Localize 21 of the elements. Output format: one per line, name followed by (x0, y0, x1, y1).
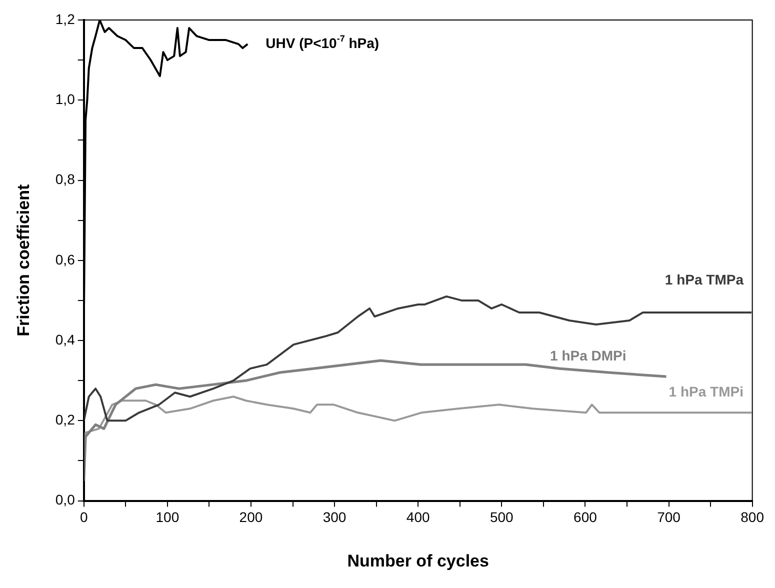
y-tick-label: 0,8 (55, 171, 76, 188)
x-tick-label: 100 (156, 509, 180, 526)
x-tick-label: 500 (490, 509, 514, 526)
x-tick-label: 400 (406, 509, 430, 526)
x-tick-label: 200 (239, 509, 263, 526)
y-tick-label: 1,2 (55, 10, 76, 27)
x-axis-title: Number of cycles (347, 551, 489, 570)
series-label: 1 hPa TMPa (664, 271, 744, 288)
y-tick-label: 0,2 (55, 412, 76, 428)
y-axis-title: Friction coefficient (14, 184, 33, 336)
x-tick-label: 600 (574, 509, 598, 526)
y-tick-label: 1,0 (55, 90, 76, 107)
x-tick-label: 700 (657, 509, 681, 526)
series-label: 1 hPa TMPi (668, 384, 744, 400)
y-tick-label: 0,4 (55, 331, 76, 348)
y-tick-label: 0,0 (55, 492, 76, 508)
x-tick-label: 0 (80, 509, 88, 526)
series-label: 1 hPa DMPi (550, 347, 626, 364)
x-tick-label: 300 (322, 509, 346, 526)
x-tick-label: 800 (740, 509, 764, 526)
y-tick-label: 0,6 (55, 251, 76, 268)
